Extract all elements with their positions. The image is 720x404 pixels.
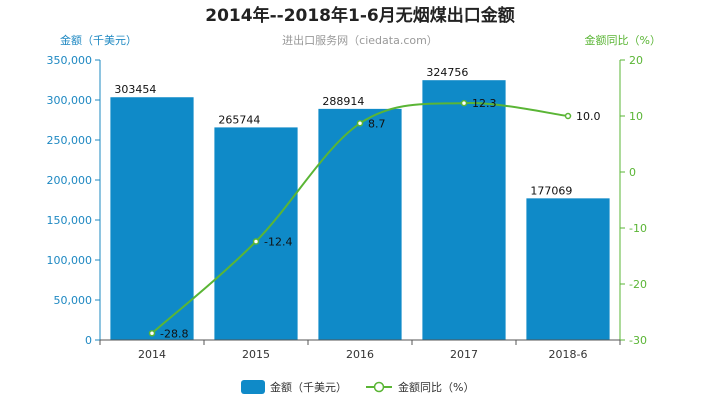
yoy-point-2017 [460, 99, 468, 107]
bars-layer [110, 80, 610, 341]
yoy-value-label: 8.7 [368, 117, 386, 130]
right-axis-tick-label: -30 [629, 334, 647, 347]
x-axis-tick-label: 2017 [450, 348, 478, 361]
bar-value-label: 265744 [218, 113, 260, 126]
bar-value-label: 324756 [426, 66, 468, 79]
bar-value-label: 177069 [530, 184, 572, 197]
yoy-value-label: 10.0 [576, 110, 601, 123]
x-axis-tick-label: 2016 [346, 348, 374, 361]
bar-value-label: 303454 [114, 83, 156, 96]
x-axis-tick-label: 2015 [242, 348, 270, 361]
legend-bar-swatch [241, 380, 265, 394]
yoy-point-2014 [148, 330, 156, 337]
left-axis-tick-label: 200,000 [47, 174, 93, 187]
left-axis-tick-label: 300,000 [47, 94, 93, 107]
axes-layer: 0 50,000 100,000 150,000 200,000 250,000 300,0… [47, 54, 647, 361]
bar-value-label: 288914 [322, 95, 364, 108]
bar-2014 [110, 97, 194, 340]
right-axis-tick-label: 0 [629, 166, 636, 179]
right-axis-tick-label: 10 [629, 110, 643, 123]
bar-2018-6 [526, 198, 610, 340]
right-axis-tick-label: -20 [629, 278, 647, 291]
yoy-line [151, 102, 569, 335]
chart-title: 2014年--2018年1-6月无烟煤出口金额 [205, 5, 514, 26]
yoy-point-2018-6 [564, 112, 572, 120]
bar-2017 [422, 80, 506, 341]
legend-bar-label: 金额（千美元） [270, 380, 347, 394]
yoy-value-label: -28.8 [160, 327, 188, 340]
right-axis-tick-label: -10 [629, 222, 647, 235]
x-axis-tick-label: 2014 [138, 348, 166, 361]
left-axis-tick-label: 50,000 [54, 294, 93, 307]
legend: 金额（千美元） 金额同比（%） [241, 380, 474, 394]
yoy-value-label: 12.3 [472, 97, 497, 110]
left-axis-tick-label: 350,000 [47, 54, 93, 67]
left-axis-tick-label: 0 [85, 334, 92, 347]
left-axis-tick-label: 150,000 [47, 214, 93, 227]
left-axis-tick-label: 100,000 [47, 254, 93, 267]
right-axis-title: 金额同比（%） [585, 33, 661, 47]
yoy-point-2015 [252, 238, 260, 245]
x-axis-tick-label: 2018-6 [549, 348, 588, 361]
data-labels-layer: 303454 265744 288914 324756 177069 -28.8 -12.4… [114, 66, 600, 340]
legend-line-marker [373, 381, 385, 393]
bar-2016 [318, 108, 402, 340]
yoy-value-label: -12.4 [264, 235, 292, 248]
left-axis-tick-label: 250,000 [47, 134, 93, 147]
line-layer [148, 99, 572, 337]
left-axis-title: 金额（千美元） [60, 33, 137, 47]
yoy-point-2016 [356, 120, 364, 127]
bar-2015 [214, 127, 298, 340]
chart-subtitle: 进出口服务网（ciedata.com） [282, 33, 438, 47]
right-axis-tick-label: 20 [629, 54, 643, 67]
legend-line-label: 金额同比（%） [398, 380, 474, 394]
